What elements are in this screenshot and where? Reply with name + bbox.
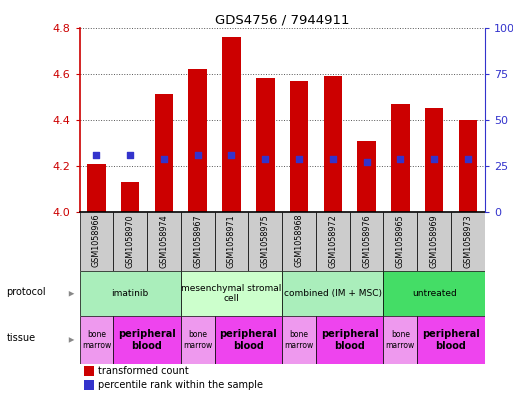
Bar <box>222 37 241 212</box>
Bar <box>324 76 342 212</box>
Bar <box>181 212 214 271</box>
Text: bone
marrow: bone marrow <box>284 330 313 350</box>
Point <box>363 159 371 165</box>
Text: GSM1058973: GSM1058973 <box>463 214 472 268</box>
Point <box>430 156 438 162</box>
Text: peripheral
blood: peripheral blood <box>220 329 277 351</box>
Bar <box>350 212 383 271</box>
Text: untreated: untreated <box>412 289 457 298</box>
Bar <box>316 316 383 364</box>
Bar <box>383 271 485 316</box>
Bar <box>459 120 477 212</box>
Bar <box>84 366 94 376</box>
Text: GSM1058974: GSM1058974 <box>160 214 168 268</box>
Text: mesenchymal stromal
cell: mesenchymal stromal cell <box>181 284 282 303</box>
Bar <box>80 212 113 271</box>
Bar <box>80 316 113 364</box>
Point <box>464 156 472 162</box>
Bar <box>87 164 106 212</box>
Bar <box>316 212 350 271</box>
Bar <box>84 380 94 390</box>
Bar <box>248 212 282 271</box>
Text: bone
marrow: bone marrow <box>82 330 111 350</box>
Point <box>160 156 168 162</box>
Bar <box>214 212 248 271</box>
Text: GSM1058971: GSM1058971 <box>227 214 236 268</box>
Bar <box>383 316 417 364</box>
Text: bone
marrow: bone marrow <box>386 330 415 350</box>
Text: peripheral
blood: peripheral blood <box>422 329 480 351</box>
Text: GSM1058975: GSM1058975 <box>261 214 270 268</box>
Bar <box>80 271 181 316</box>
Point <box>193 152 202 158</box>
Bar <box>425 108 443 212</box>
Bar <box>181 316 214 364</box>
Bar <box>147 212 181 271</box>
Bar <box>282 212 316 271</box>
Bar <box>113 212 147 271</box>
Text: GSM1058967: GSM1058967 <box>193 214 202 268</box>
Point <box>396 156 404 162</box>
Bar <box>181 271 282 316</box>
Title: GDS4756 / 7944911: GDS4756 / 7944911 <box>215 13 349 26</box>
Text: GSM1058965: GSM1058965 <box>396 214 405 268</box>
Bar <box>154 94 173 212</box>
Bar <box>451 212 485 271</box>
Point <box>295 156 303 162</box>
Bar <box>417 212 451 271</box>
Text: imatinib: imatinib <box>111 289 149 298</box>
Bar <box>113 316 181 364</box>
Bar <box>214 316 282 364</box>
Point <box>329 156 337 162</box>
Point <box>92 152 101 158</box>
Text: GSM1058970: GSM1058970 <box>126 214 135 268</box>
Point <box>261 156 269 162</box>
Text: GSM1058972: GSM1058972 <box>328 214 338 268</box>
Text: GSM1058969: GSM1058969 <box>429 214 439 268</box>
Text: peripheral
blood: peripheral blood <box>118 329 176 351</box>
Text: protocol: protocol <box>6 286 46 296</box>
Bar <box>121 182 140 212</box>
Bar <box>417 316 485 364</box>
Bar <box>256 78 274 212</box>
Text: bone
marrow: bone marrow <box>183 330 212 350</box>
Text: combined (IM + MSC): combined (IM + MSC) <box>284 289 382 298</box>
Text: GSM1058976: GSM1058976 <box>362 214 371 268</box>
Bar <box>282 316 316 364</box>
Text: peripheral
blood: peripheral blood <box>321 329 379 351</box>
Text: GSM1058966: GSM1058966 <box>92 214 101 268</box>
Bar <box>391 104 410 212</box>
Text: GSM1058968: GSM1058968 <box>294 214 304 268</box>
Point <box>227 152 235 158</box>
Text: tissue: tissue <box>6 332 35 343</box>
Text: transformed count: transformed count <box>98 366 188 376</box>
Text: percentile rank within the sample: percentile rank within the sample <box>98 380 263 390</box>
Bar <box>290 81 308 212</box>
Bar <box>383 212 417 271</box>
Point <box>126 152 134 158</box>
Bar <box>357 141 376 212</box>
Bar <box>282 271 383 316</box>
Bar <box>188 69 207 212</box>
